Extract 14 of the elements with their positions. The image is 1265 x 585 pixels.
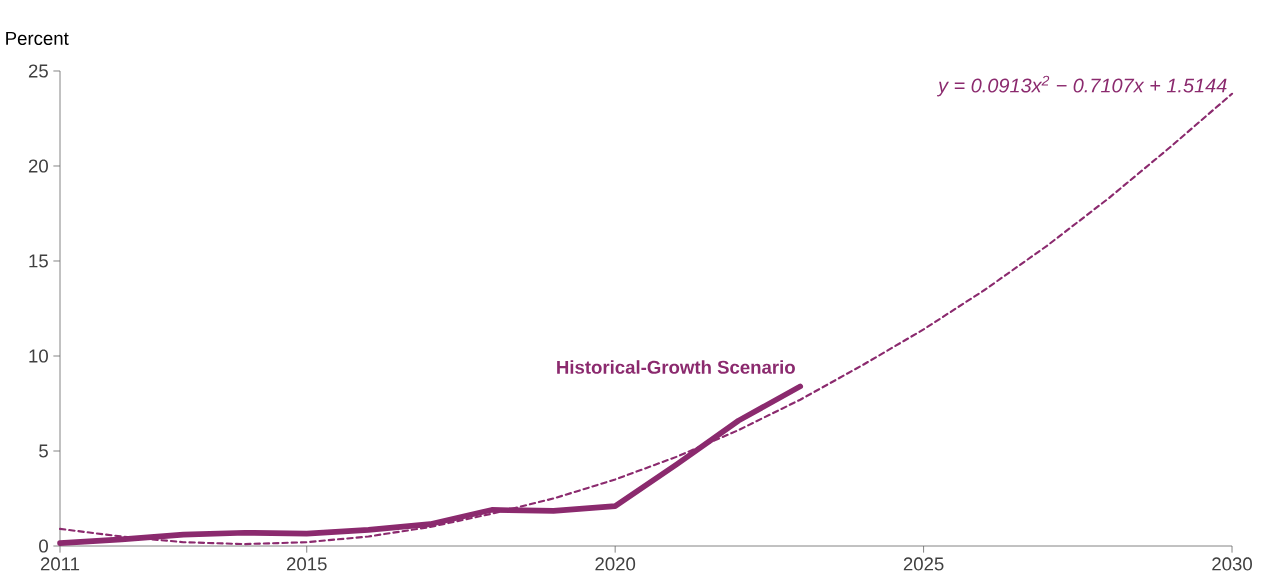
series-label: Historical-Growth Scenario (557, 360, 795, 374)
y-tick-label: 5 (39, 444, 48, 458)
x-tick-label: 2011 (40, 557, 80, 571)
y-tick-label: 15 (29, 254, 48, 268)
annotation: y = 0.0913x$^{2}$ − 0.7107x + 1.5144 (936, 75, 1227, 97)
x-tick-label: 2025 (903, 557, 944, 571)
y-tick-label: 25 (28, 64, 48, 78)
y-axis-title: Percent (6, 31, 69, 45)
x-tick-label: 2030 (1212, 557, 1252, 571)
y-tick-label: 10 (29, 349, 48, 363)
y-tick-label: 0 (39, 539, 48, 553)
y-tick-label: 20 (28, 159, 48, 173)
x-tick-label: 2020 (595, 557, 636, 571)
x-tick-label: 2015 (286, 557, 327, 571)
